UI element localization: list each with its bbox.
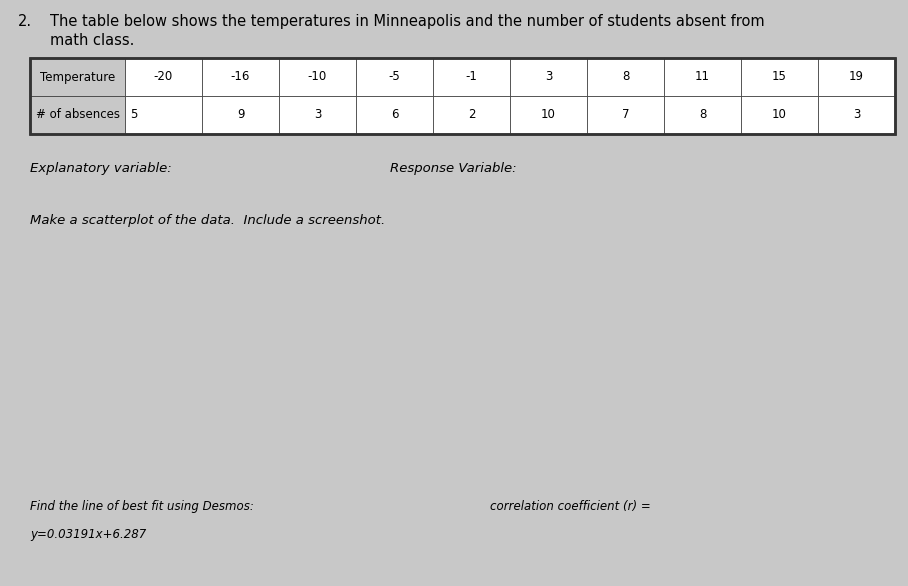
Bar (30, 96, 125, 134)
Bar (510, 96, 587, 134)
Bar (202, 58, 279, 96)
Bar (587, 96, 664, 134)
Text: Temperature: Temperature (40, 70, 115, 83)
Text: y=0.03191x+6.287: y=0.03191x+6.287 (30, 528, 146, 541)
Bar (279, 58, 356, 96)
Bar (202, 96, 279, 134)
Bar (433, 58, 510, 96)
Text: -16: -16 (231, 70, 251, 83)
Bar (356, 58, 433, 96)
Text: Make a scatterplot of the data.  Include a screenshot.: Make a scatterplot of the data. Include … (30, 214, 385, 227)
Text: 10: 10 (772, 108, 787, 121)
Text: -20: -20 (153, 70, 173, 83)
Bar (741, 96, 818, 134)
Text: -10: -10 (308, 70, 327, 83)
Text: 2: 2 (468, 108, 475, 121)
Bar (510, 58, 587, 96)
Text: correlation coefficient (r) =: correlation coefficient (r) = (490, 500, 651, 513)
Text: 11: 11 (695, 70, 710, 83)
Text: 7: 7 (622, 108, 629, 121)
Text: 9: 9 (237, 108, 244, 121)
Bar (279, 96, 356, 134)
Bar (30, 58, 125, 96)
Bar (587, 58, 664, 96)
Text: -1: -1 (466, 70, 478, 83)
Text: -5: -5 (389, 70, 400, 83)
Text: 3: 3 (314, 108, 321, 121)
Text: The table below shows the temperatures in Minneapolis and the number of students: The table below shows the temperatures i… (50, 14, 765, 29)
Bar (125, 58, 202, 96)
Text: 2.: 2. (18, 14, 32, 29)
Bar (30, 58, 895, 134)
Bar (818, 96, 895, 134)
Bar (30, 58, 895, 134)
Text: 10: 10 (541, 108, 556, 121)
Bar (433, 96, 510, 134)
Text: 15: 15 (772, 70, 787, 83)
Text: 8: 8 (622, 70, 629, 83)
Text: 5: 5 (130, 108, 137, 121)
Bar (125, 96, 202, 134)
Text: 8: 8 (699, 108, 706, 121)
Bar (741, 58, 818, 96)
Bar (356, 96, 433, 134)
Bar (664, 96, 741, 134)
Text: Find the line of best fit using Desmos:: Find the line of best fit using Desmos: (30, 500, 254, 513)
Bar (664, 58, 741, 96)
Text: math class.: math class. (50, 33, 134, 48)
Text: 6: 6 (390, 108, 399, 121)
Text: # of absences: # of absences (35, 108, 120, 121)
Bar (818, 58, 895, 96)
Text: 3: 3 (853, 108, 860, 121)
Text: 19: 19 (849, 70, 864, 83)
Text: Explanatory variable:: Explanatory variable: (30, 162, 172, 175)
Text: Response Variable:: Response Variable: (390, 162, 517, 175)
Text: 3: 3 (545, 70, 552, 83)
